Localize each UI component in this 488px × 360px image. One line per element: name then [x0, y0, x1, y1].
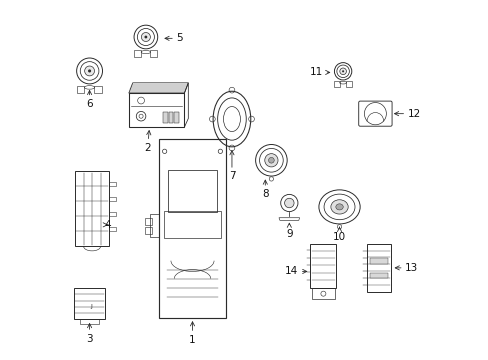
Ellipse shape: [330, 200, 347, 214]
Circle shape: [339, 68, 346, 75]
Circle shape: [144, 36, 147, 39]
Text: 4: 4: [103, 220, 111, 230]
Text: J: J: [90, 304, 92, 309]
FancyBboxPatch shape: [163, 112, 167, 123]
FancyBboxPatch shape: [174, 112, 178, 123]
Text: 2: 2: [144, 131, 151, 153]
Text: 8: 8: [262, 180, 268, 199]
Text: 7: 7: [228, 151, 235, 181]
Text: 12: 12: [394, 109, 420, 119]
Circle shape: [84, 66, 94, 76]
Ellipse shape: [268, 157, 274, 163]
Text: 1: 1: [189, 322, 195, 345]
Text: 13: 13: [394, 263, 418, 273]
Text: 14: 14: [285, 266, 306, 276]
FancyBboxPatch shape: [168, 112, 173, 123]
Circle shape: [141, 32, 150, 41]
FancyBboxPatch shape: [369, 258, 387, 264]
Text: 11: 11: [309, 67, 329, 77]
Text: 3: 3: [86, 324, 93, 343]
Circle shape: [88, 69, 91, 72]
Circle shape: [342, 70, 344, 72]
Text: 6: 6: [86, 90, 93, 109]
Ellipse shape: [335, 204, 343, 210]
Circle shape: [284, 198, 293, 208]
Text: 5: 5: [164, 33, 183, 43]
Text: 9: 9: [285, 223, 292, 239]
Text: 10: 10: [332, 227, 346, 242]
FancyBboxPatch shape: [369, 273, 387, 278]
Ellipse shape: [264, 154, 278, 167]
